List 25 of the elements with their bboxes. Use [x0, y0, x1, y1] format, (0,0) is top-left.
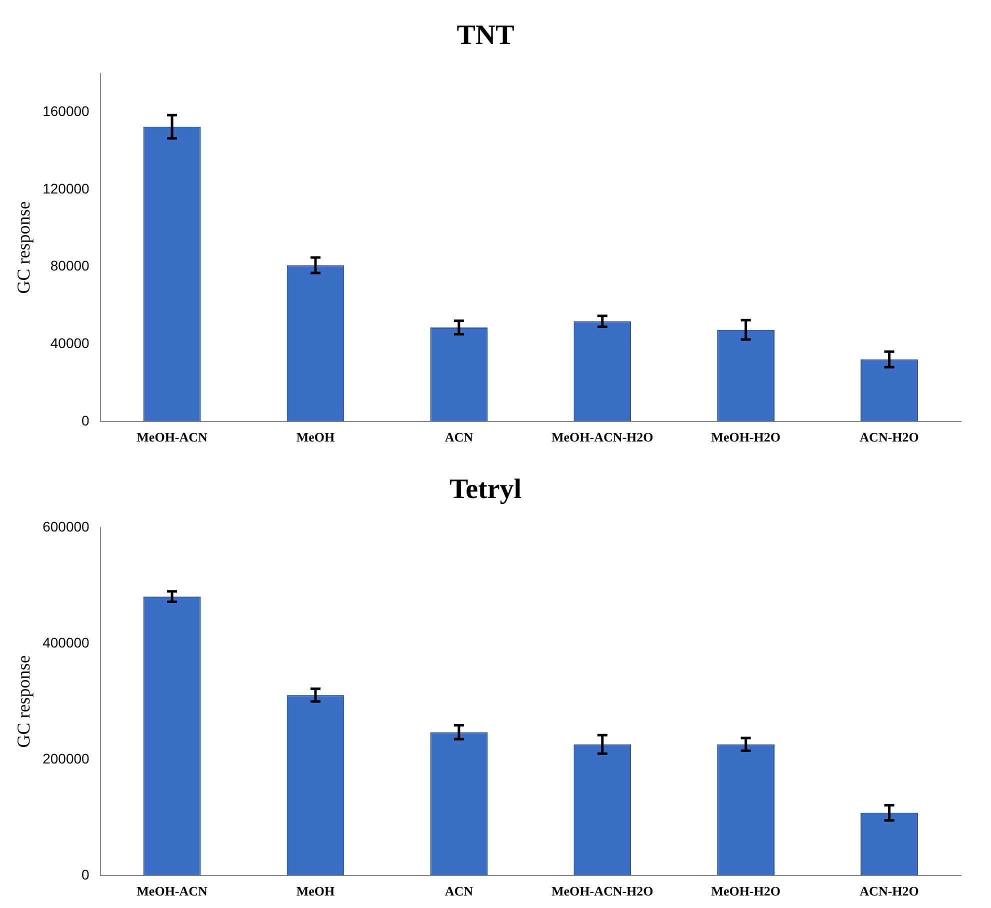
x-tick-label: MeOH-ACN: [136, 884, 208, 899]
y-tick-label: 0: [82, 412, 90, 428]
x-tick-label: MeOH-ACN-H2O: [551, 884, 654, 899]
y-tick-label: 400000: [42, 634, 90, 650]
y-tick-label: 600000: [42, 518, 90, 534]
x-tick-label: ACN-H2O: [860, 884, 919, 899]
y-axis-title: GC response: [14, 655, 34, 748]
x-tick-label: MeOH-ACN-H2O: [551, 430, 654, 445]
x-tick-label: MeOH: [296, 884, 335, 899]
y-axis-title: GC response: [14, 201, 34, 294]
chart-title: Tetryl: [449, 474, 522, 506]
y-tick-label: 120000: [42, 180, 90, 196]
x-tick-label: ACN: [444, 430, 474, 445]
y-tick-label: 200000: [42, 750, 90, 766]
x-tick-label: ACN-H2O: [860, 430, 919, 445]
x-tick-label: MeOH-H2O: [711, 430, 780, 445]
y-tick-label: 40000: [50, 334, 90, 351]
x-tick-label: MeOH: [296, 430, 335, 445]
y-tick-label: 80000: [50, 258, 90, 274]
x-tick-label: MeOH-H2O: [711, 884, 780, 899]
y-tick-label: 160000: [42, 103, 90, 120]
x-tick-label: MeOH-ACN: [136, 430, 208, 445]
x-tick-label: ACN: [444, 884, 474, 899]
chart-title: TNT: [456, 20, 515, 52]
y-tick-label: 0: [82, 866, 90, 882]
